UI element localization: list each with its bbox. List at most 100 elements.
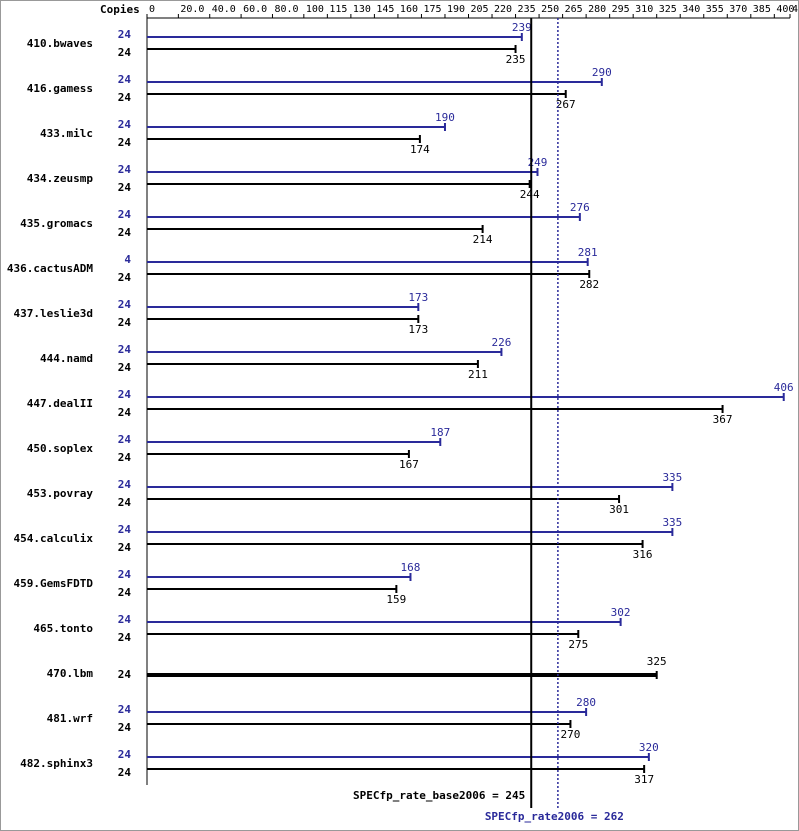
benchmark-label: 434.zeusmp: [27, 172, 94, 185]
value-label: 173: [408, 291, 428, 304]
value-label: 159: [386, 593, 406, 606]
value-label: 280: [576, 696, 596, 709]
value-label: 214: [473, 233, 493, 246]
value-label: 406: [774, 381, 794, 394]
benchmark-label: 454.calculix: [14, 532, 94, 545]
x-tick-label: 190: [447, 4, 465, 15]
benchmark-label: 453.povray: [27, 487, 94, 500]
reference-label: SPECfp_rate_base2006 = 245: [353, 789, 525, 802]
copies-label: 24: [118, 118, 132, 131]
x-tick-label: 220: [494, 4, 512, 15]
benchmark-label: 433.milc: [40, 127, 93, 140]
x-tick-label: 20.0: [180, 4, 204, 15]
value-label: 226: [491, 336, 511, 349]
benchmark-label: 436.cactusADM: [7, 262, 93, 275]
benchmark-label: 437.leslie3d: [14, 307, 93, 320]
copies-label: 24: [118, 226, 132, 239]
x-tick-label: 160: [400, 4, 418, 15]
x-tick-label: 40.0: [212, 4, 236, 15]
x-tick-label: 295: [612, 4, 630, 15]
copies-label: 24: [118, 748, 132, 761]
x-tick-label: 400: [776, 4, 794, 15]
copies-label: 24: [118, 613, 132, 626]
benchmark-label: 459.GemsFDTD: [14, 577, 94, 590]
copies-label: 24: [118, 668, 132, 681]
copies-label: 24: [118, 163, 132, 176]
copies-label: 24: [118, 766, 132, 779]
copies-label: 24: [118, 271, 132, 284]
value-label: 320: [639, 741, 659, 754]
x-tick-label: 410: [792, 4, 799, 15]
copies-label: 24: [118, 433, 132, 446]
copies-label: 24: [118, 91, 132, 104]
value-label: 244: [520, 188, 540, 201]
copies-label: 24: [118, 73, 132, 86]
copies-label: 24: [118, 136, 132, 149]
copies-label: 24: [118, 343, 132, 356]
benchmark-label: 435.gromacs: [20, 217, 93, 230]
x-tick-label: 370: [729, 4, 747, 15]
copies-label: 24: [118, 586, 132, 599]
copies-label: 24: [118, 316, 132, 329]
x-tick-label: 145: [376, 4, 394, 15]
x-tick-label: 280: [588, 4, 606, 15]
value-label: 290: [592, 66, 612, 79]
x-tick-label: 385: [753, 4, 771, 15]
value-label: 187: [430, 426, 450, 439]
x-tick-label: 265: [565, 4, 583, 15]
value-label: 276: [570, 201, 590, 214]
benchmark-label: 482.sphinx3: [20, 757, 93, 770]
x-tick-label: 250: [541, 4, 559, 15]
copies-label: 24: [118, 208, 132, 221]
copies-label: 24: [118, 406, 132, 419]
benchmark-label: 481.wrf: [47, 712, 93, 725]
x-tick-label: 115: [329, 4, 347, 15]
value-label: 335: [662, 471, 682, 484]
value-label: 267: [556, 98, 576, 111]
x-tick-label: 235: [518, 4, 536, 15]
benchmark-label: 447.dealII: [27, 397, 93, 410]
value-label: 190: [435, 111, 455, 124]
x-tick-label: 175: [423, 4, 441, 15]
benchmark-label: 444.namd: [40, 352, 93, 365]
value-label: 173: [408, 323, 428, 336]
x-tick-label: 80.0: [274, 4, 298, 15]
benchmark-label: 410.bwaves: [27, 37, 93, 50]
value-label: 317: [634, 773, 654, 786]
benchmark-label: 465.tonto: [33, 622, 93, 635]
value-label: 174: [410, 143, 430, 156]
value-label: 301: [609, 503, 629, 516]
x-tick-label: 130: [353, 4, 371, 15]
value-label: 168: [401, 561, 421, 574]
copies-label: 24: [118, 496, 132, 509]
reference-label: SPECfp_rate2006 = 262: [485, 810, 624, 823]
value-label: 239: [512, 21, 532, 34]
value-label: 281: [578, 246, 598, 259]
value-label: 275: [568, 638, 588, 651]
copies-label: 24: [118, 361, 132, 374]
x-tick-label: 310: [635, 4, 653, 15]
value-label: 316: [633, 548, 653, 561]
benchmark-label: 450.soplex: [27, 442, 94, 455]
copies-label: 24: [118, 703, 132, 716]
copies-label: 24: [118, 478, 132, 491]
copies-label: 24: [118, 28, 132, 41]
x-tick-label: 100: [306, 4, 324, 15]
copies-label: 24: [118, 46, 132, 59]
copies-label: 24: [118, 631, 132, 644]
copies-label: 24: [118, 181, 132, 194]
copies-label: 24: [118, 568, 132, 581]
copies-label: 24: [118, 721, 132, 734]
benchmark-label: 416.gamess: [27, 82, 93, 95]
value-label: 270: [561, 728, 581, 741]
value-label: 167: [399, 458, 419, 471]
value-label: 282: [579, 278, 599, 291]
value-label: 249: [528, 156, 548, 169]
x-tick-label: 355: [706, 4, 724, 15]
x-tick-label: 0: [149, 4, 155, 15]
value-label: 325: [647, 655, 667, 668]
value-label: 302: [611, 606, 631, 619]
value-label: 335: [662, 516, 682, 529]
x-tick-label: 325: [659, 4, 677, 15]
